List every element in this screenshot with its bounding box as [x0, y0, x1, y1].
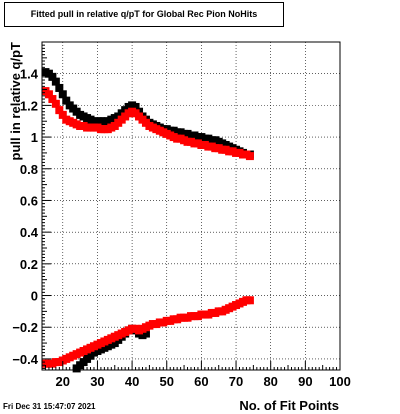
x-tick-label: 40	[125, 374, 139, 389]
data-point	[48, 95, 57, 104]
x-tick-label: 100	[329, 374, 351, 389]
y-tick-label: −0.4	[12, 352, 38, 367]
x-tick-label: 30	[90, 374, 104, 389]
data-point	[51, 77, 60, 86]
y-axis-label: pull in relative q/pT	[8, 42, 23, 161]
data-point	[245, 152, 254, 161]
x-tick-label: 90	[298, 374, 312, 389]
x-tick-label: 80	[263, 374, 277, 389]
y-tick-label: 1.4	[20, 67, 39, 82]
data-point	[141, 329, 150, 338]
y-tick-label: −0.2	[12, 320, 38, 335]
y-tick-label: 0.6	[20, 193, 38, 208]
data-point	[55, 106, 64, 115]
chart-title-box: Fitted pull in relative q/pT for Global …	[4, 2, 284, 27]
y-tick-label: 0.2	[20, 257, 38, 272]
y-tick-label: 0	[31, 289, 38, 304]
axis-ticks: 20 30 40 50 60 70 80 90 100 −0.4 −0.2 0 0.2 0.4 0.6 0.8…	[12, 41, 351, 389]
x-tick-label: 20	[56, 374, 70, 389]
x-tick-label: 60	[194, 374, 208, 389]
y-tick-label: 0.4	[20, 225, 39, 240]
y-tick-label: 1	[31, 130, 38, 145]
y-tick-label: 1.2	[20, 98, 38, 113]
data-point	[58, 90, 67, 99]
data-point	[51, 99, 60, 108]
data-point	[58, 110, 67, 119]
date-stamp: Fri Dec 31 15:47:07 2021	[3, 402, 96, 411]
x-tick-label: 50	[160, 374, 174, 389]
data-point	[245, 296, 254, 305]
data-series	[41, 68, 254, 373]
data-point	[48, 72, 57, 81]
chart-title: Fitted pull in relative q/pT for Global …	[30, 9, 258, 19]
data-point	[131, 102, 140, 111]
x-axis-label: No. of Fit Points	[239, 398, 339, 413]
y-tick-label: 0.8	[20, 162, 38, 177]
x-tick-label: 70	[229, 374, 243, 389]
data-point	[44, 90, 53, 99]
data-point	[55, 83, 64, 92]
data-point	[62, 96, 71, 105]
